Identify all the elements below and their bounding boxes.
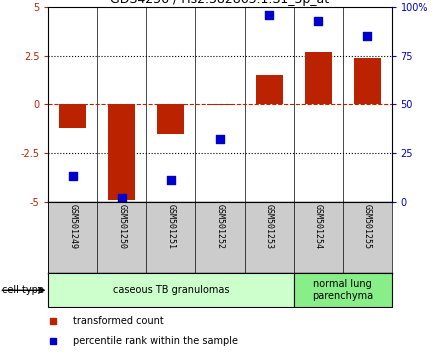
Point <box>168 177 175 183</box>
Bar <box>293 273 392 307</box>
Text: GSM501253: GSM501253 <box>264 204 274 249</box>
Text: GSM501249: GSM501249 <box>68 204 77 249</box>
Text: normal lung
parenchyma: normal lung parenchyma <box>312 279 373 301</box>
Bar <box>158 104 184 133</box>
Text: GSM501252: GSM501252 <box>216 204 224 249</box>
Point <box>216 137 224 142</box>
Bar <box>108 104 136 200</box>
Point <box>118 195 125 201</box>
Text: GSM501251: GSM501251 <box>166 204 176 249</box>
Text: GSM501254: GSM501254 <box>314 204 323 249</box>
Text: percentile rank within the sample: percentile rank within the sample <box>73 336 238 346</box>
Text: transformed count: transformed count <box>73 316 163 326</box>
Text: GSM501255: GSM501255 <box>363 204 372 249</box>
Point <box>315 18 322 23</box>
Bar <box>256 75 282 104</box>
Bar <box>304 52 332 104</box>
Text: caseous TB granulomas: caseous TB granulomas <box>113 285 229 295</box>
Title: GDS4256 / Hs2.382863.1.S1_3p_at: GDS4256 / Hs2.382863.1.S1_3p_at <box>110 0 330 6</box>
Bar <box>59 104 86 128</box>
Bar <box>354 58 381 104</box>
Point <box>70 173 77 179</box>
Text: cell type: cell type <box>2 285 44 295</box>
Text: GSM501250: GSM501250 <box>117 204 126 249</box>
Point <box>363 33 370 39</box>
Bar <box>48 273 293 307</box>
Point <box>265 12 272 18</box>
Bar <box>206 104 234 105</box>
